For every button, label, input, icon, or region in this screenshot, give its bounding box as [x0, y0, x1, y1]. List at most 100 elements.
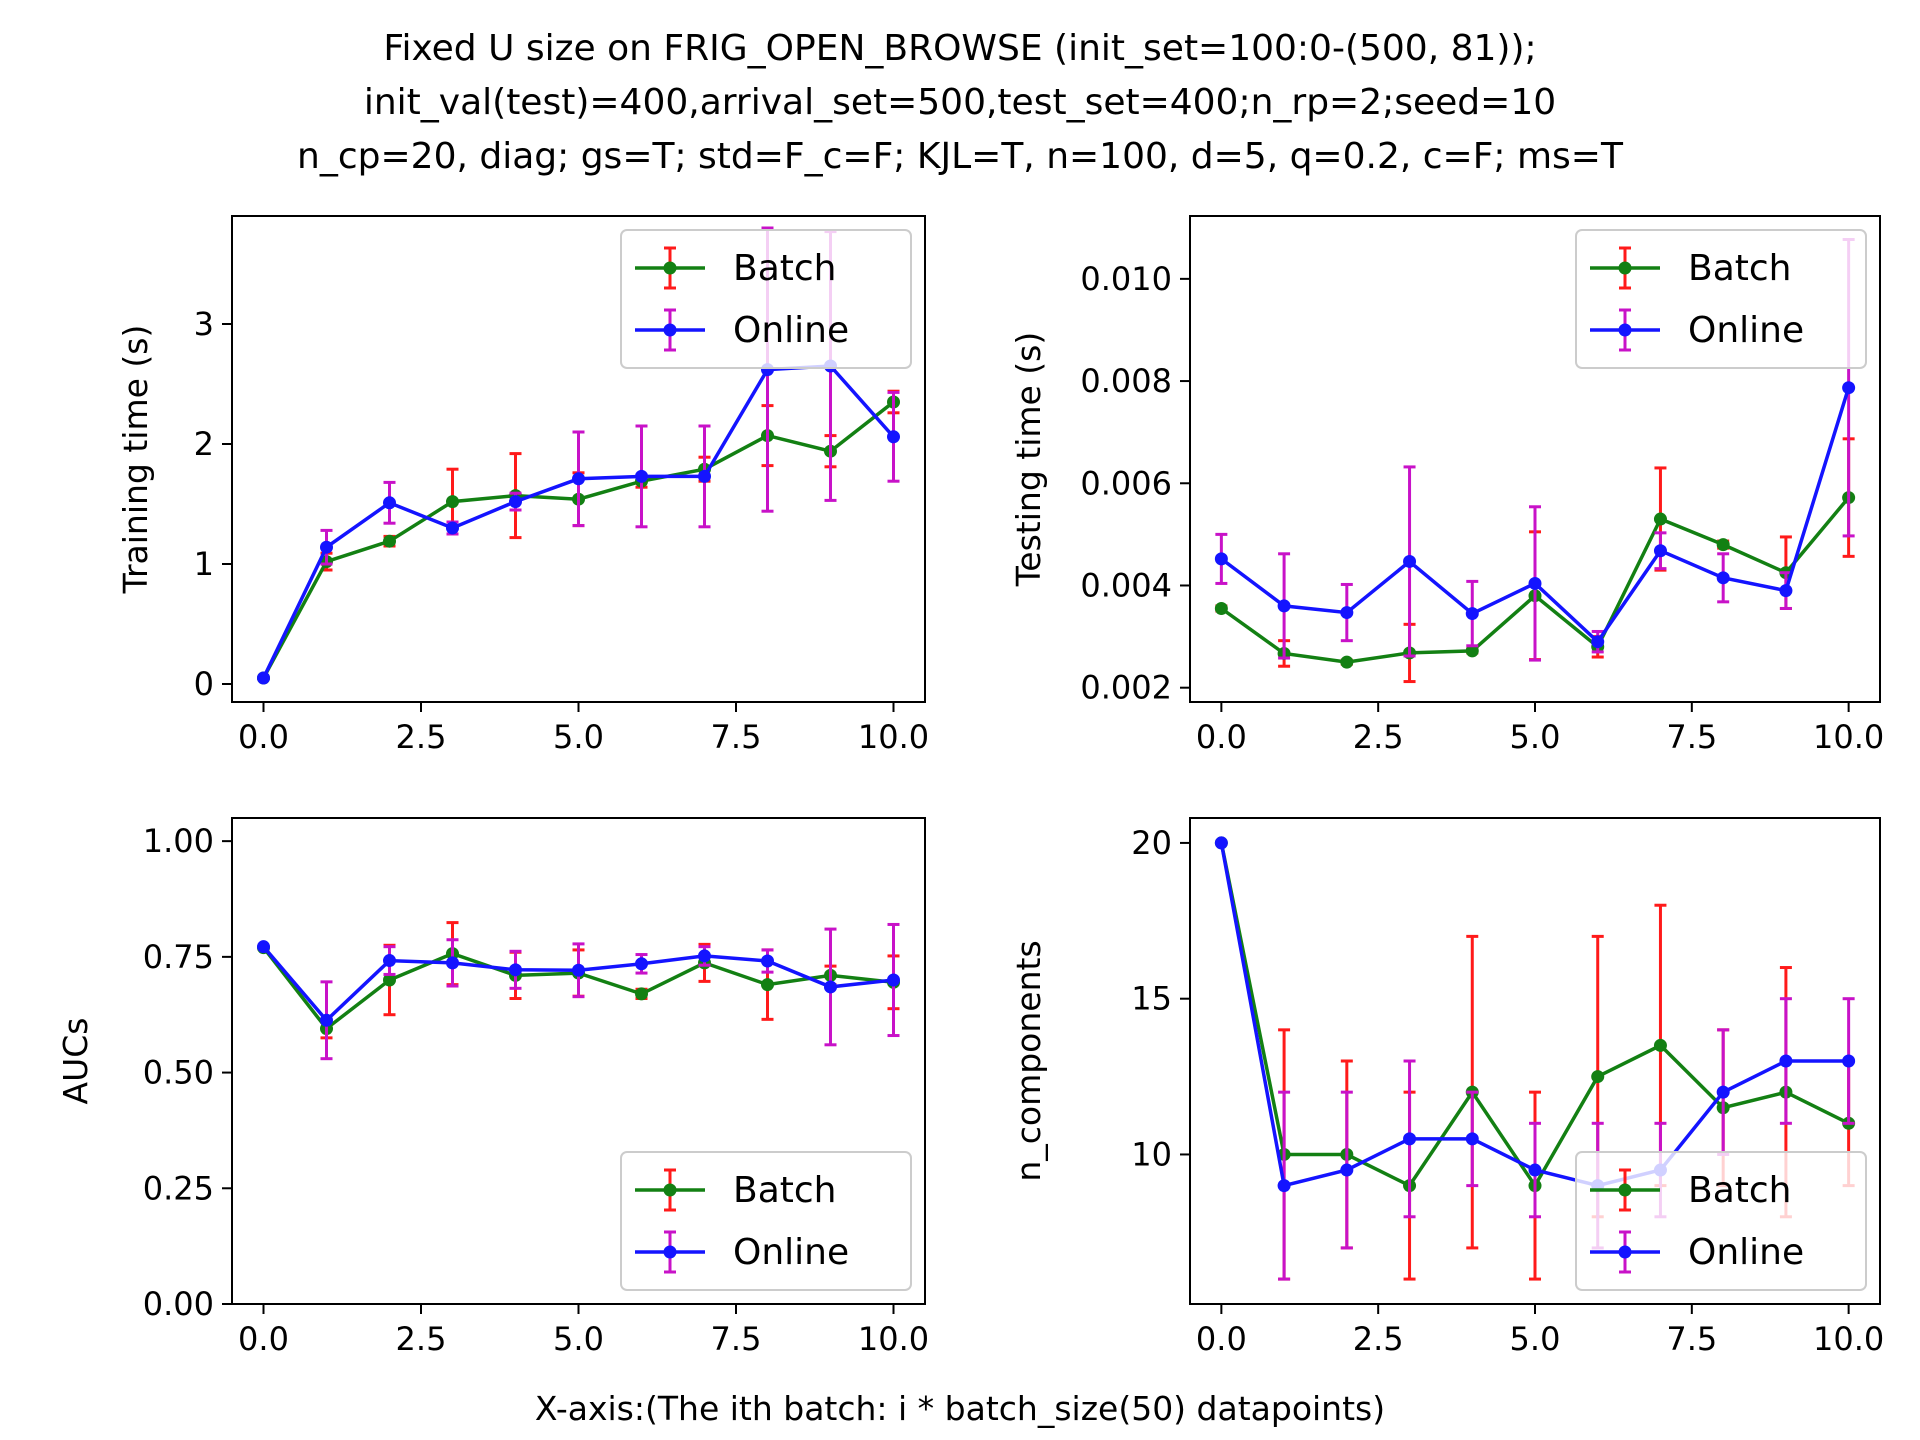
data-point: [383, 973, 396, 987]
legend-label: Batch: [1688, 248, 1791, 289]
y-tick-label: 0.002: [1080, 669, 1172, 707]
data-point: [509, 495, 522, 509]
data-point: [1779, 584, 1793, 598]
data-point: [635, 957, 648, 971]
series-online: [1214, 238, 1856, 662]
x-tick-label: 10.0: [1813, 718, 1884, 756]
subplot-aucs: 0.0 2.5 5.0 7.5 10.0 0.00 0.25 0.50 0.75 1.00 AUCs…: [56, 817, 929, 1358]
shared-x-axis-label: X-axis:(The ith batch: i * batch_size(50…: [535, 1389, 1385, 1428]
data-point: [1340, 655, 1354, 669]
data-point: [1277, 1179, 1291, 1193]
legend-box: [1575, 229, 1867, 369]
data-point: [257, 940, 270, 954]
data-point: [509, 963, 522, 977]
axes-frame: [231, 215, 926, 703]
legend-marker: [1618, 1245, 1632, 1259]
data-point: [1528, 576, 1542, 590]
x-tick-label: 0.0: [1196, 1320, 1247, 1358]
axes-frame: [1189, 817, 1881, 1305]
data-point: [698, 469, 711, 483]
legend-label: Online: [1688, 1232, 1804, 1273]
legend-box: [1575, 1151, 1867, 1291]
y-tick-label: 1: [194, 545, 214, 583]
legend-marker: [663, 1245, 677, 1259]
data-point: [1465, 1132, 1479, 1146]
data-point: [257, 671, 270, 685]
figure-title-line-2: init_val(test)=400,arrival_set=500,test_…: [364, 82, 1556, 123]
legend-label: Online: [733, 1232, 849, 1273]
data-point: [1340, 606, 1354, 620]
data-point: [1842, 1054, 1856, 1068]
legend-marker: [663, 323, 677, 337]
data-point: [1842, 381, 1856, 395]
data-point: [383, 954, 396, 968]
legend-marker: [1618, 261, 1632, 275]
y-axis-label: Training time (s): [116, 325, 155, 595]
data-point: [1214, 836, 1228, 850]
legend-label: Batch: [733, 248, 836, 289]
axes-frame: [231, 817, 926, 1305]
y-tick-label: 0.25: [143, 1169, 214, 1207]
y-tick-label: 0.008: [1080, 362, 1172, 400]
data-point: [1591, 635, 1605, 649]
x-tick-label: 5.0: [1510, 718, 1561, 756]
x-tick-label: 5.0: [553, 718, 604, 756]
data-point: [1779, 1054, 1793, 1068]
data-point: [1214, 601, 1228, 615]
data-point: [383, 496, 396, 510]
data-point: [1716, 1085, 1730, 1099]
legend-marker: [1618, 1183, 1632, 1197]
data-point: [446, 521, 459, 535]
legend-marker: [1618, 323, 1632, 337]
y-tick-label: 15: [1131, 980, 1172, 1018]
y-tick-label: 2: [194, 425, 214, 463]
subplot-testing-time: 0.0 2.5 5.0 7.5 10.0 0.002 0.004 0.006 0.008 0.01…: [1009, 215, 1884, 756]
legend-label: Batch: [1688, 1170, 1791, 1211]
x-tick-label: 7.5: [711, 1320, 762, 1358]
legend-label: Batch: [733, 1170, 836, 1211]
data-point: [1528, 1163, 1542, 1177]
data-point: [887, 973, 900, 987]
legend-box: [620, 1151, 912, 1291]
data-point: [1214, 552, 1228, 566]
y-tick-label: 1.00: [143, 822, 214, 860]
data-point: [761, 954, 774, 968]
data-point: [1653, 1038, 1667, 1052]
data-point: [1716, 538, 1730, 552]
data-point: [635, 987, 648, 1001]
legend-marker: [663, 1183, 677, 1197]
legend-label: Online: [733, 310, 849, 351]
legend-marker: [663, 261, 677, 275]
y-axis-label: n_components: [1009, 940, 1048, 1181]
data-point: [572, 963, 585, 977]
data-point: [1716, 571, 1730, 585]
y-tick-label: 20: [1131, 824, 1172, 862]
x-tick-label: 0.0: [238, 1320, 289, 1358]
data-point: [1653, 544, 1667, 558]
x-tick-label: 10.0: [858, 718, 929, 756]
data-point: [635, 469, 648, 483]
data-point: [1465, 607, 1479, 621]
data-point: [1653, 512, 1667, 526]
data-point: [761, 978, 774, 992]
x-tick-label: 5.0: [553, 1320, 604, 1358]
figure-title-line-3: n_cp=20, diag; gs=T; std=F_c=F; KJL=T, n…: [297, 136, 1624, 177]
subplot-training-time: 0.0 2.5 5.0 7.5 10.0 0 1 2 3 Training time (s) Bat…: [116, 215, 929, 756]
subplots: 0.0 2.5 5.0 7.5 10.0 0 1 2 3 Training time (s) Bat…: [56, 215, 1884, 1358]
x-tick-label: 2.5: [1353, 718, 1404, 756]
subplot-n-components: 0.0 2.5 5.0 7.5 10.0 10 15 20 n_components Batch O…: [1009, 817, 1884, 1358]
x-tick-label: 5.0: [1510, 1320, 1561, 1358]
legend: Batch Online: [620, 1151, 912, 1291]
y-tick-label: 0.010: [1080, 260, 1172, 298]
x-tick-label: 0.0: [1196, 718, 1247, 756]
y-tick-label: 0.50: [143, 1054, 214, 1092]
data-point: [887, 430, 900, 444]
data-point: [446, 956, 459, 970]
data-point: [320, 1013, 333, 1027]
figure-title-line-1: Fixed U size on FRIG_OPEN_BROWSE (init_s…: [383, 28, 1536, 69]
y-axis-label: AUCs: [56, 1018, 95, 1105]
legend: Batch Online: [620, 229, 912, 369]
data-point: [1403, 1132, 1417, 1146]
x-tick-label: 0.0: [238, 718, 289, 756]
